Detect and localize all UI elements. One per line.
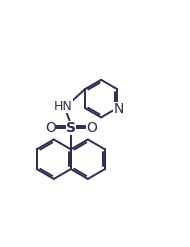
Text: S: S: [66, 121, 76, 135]
Text: N: N: [114, 102, 124, 116]
Text: O: O: [86, 121, 97, 135]
Text: HN: HN: [54, 100, 73, 113]
Text: O: O: [45, 121, 56, 135]
